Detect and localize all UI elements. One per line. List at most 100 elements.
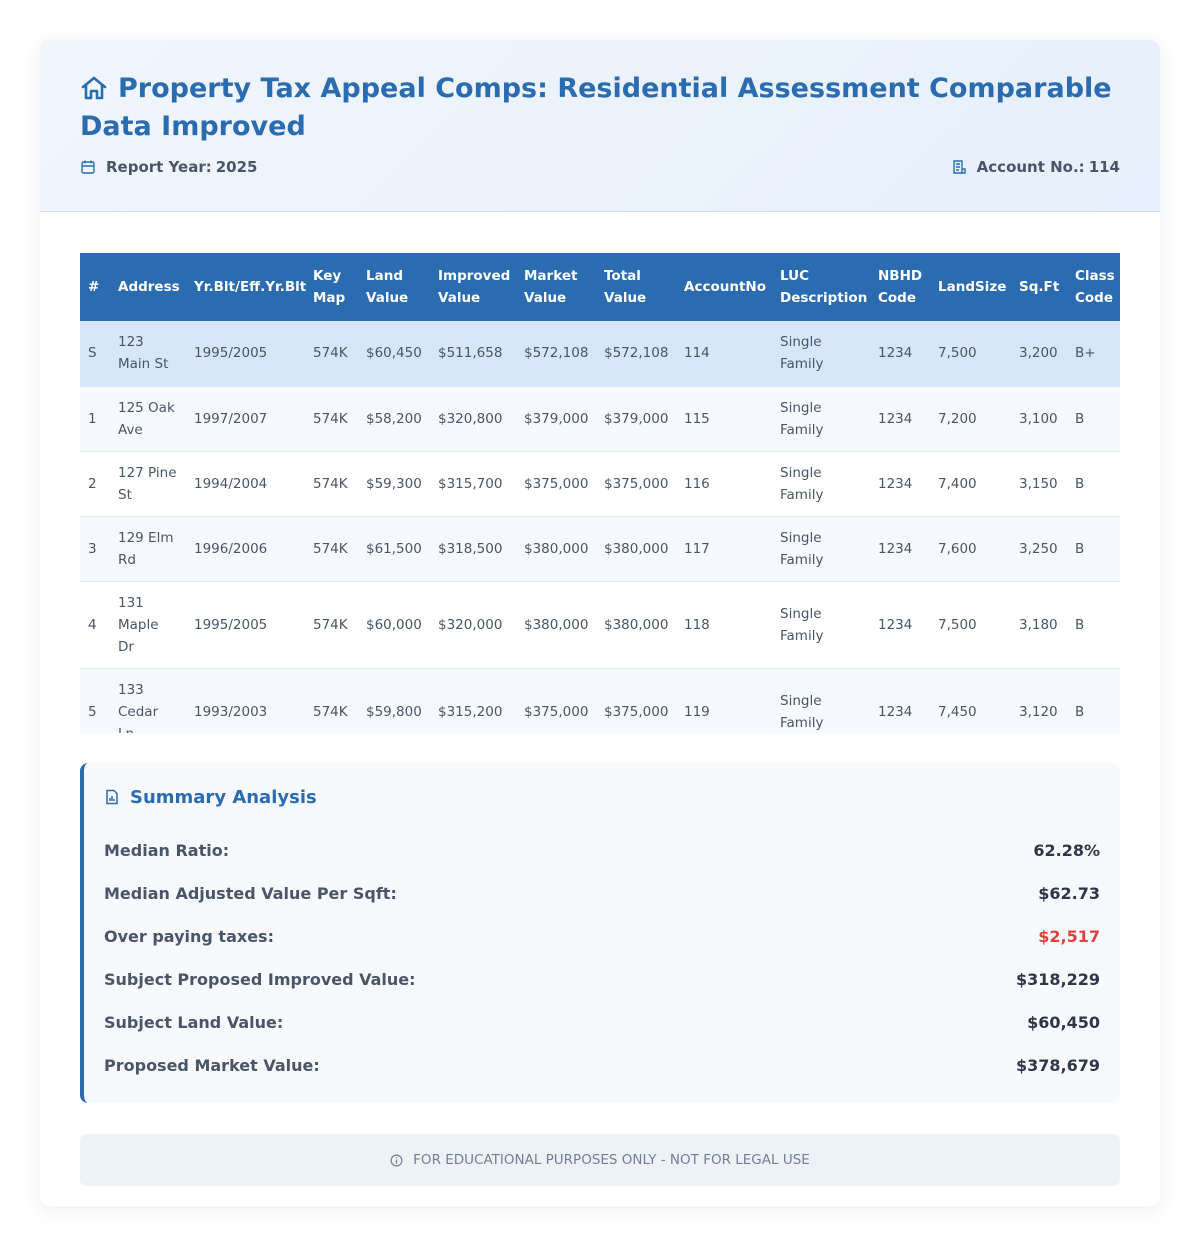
document-icon bbox=[952, 160, 966, 174]
summary-value: $378,679 bbox=[1015, 1056, 1100, 1075]
summary-row: Subject Proposed Improved Value: $318,229 bbox=[104, 958, 1100, 1001]
summary-label: Proposed Market Value: bbox=[104, 1056, 320, 1075]
table-cell: 114 bbox=[676, 321, 772, 387]
table-cell: 1993/2003 bbox=[186, 668, 305, 733]
table-cell: $59,300 bbox=[358, 451, 430, 517]
table-cell: $511,658 bbox=[430, 321, 516, 387]
table-cell: B bbox=[1067, 451, 1120, 517]
table-cell: 1997/2007 bbox=[186, 386, 305, 452]
table-cell: 1234 bbox=[870, 581, 930, 669]
summary-value: $60,450 bbox=[1027, 1013, 1100, 1032]
table-cell: 1234 bbox=[870, 321, 930, 387]
table-cell: 3,150 bbox=[1011, 451, 1067, 517]
table-cell: 2 bbox=[80, 451, 110, 517]
table-cell: 115 bbox=[676, 386, 772, 452]
table-cell: 7,500 bbox=[930, 581, 1011, 669]
report-year-value: 2025 bbox=[215, 158, 258, 176]
table-cell: 1994/2004 bbox=[186, 451, 305, 517]
column-header: LandSize bbox=[930, 253, 1011, 321]
table-cell: Single Family bbox=[772, 451, 870, 517]
table-cell: 7,450 bbox=[930, 668, 1011, 733]
column-header: Land Value bbox=[358, 253, 430, 321]
table-cell: $380,000 bbox=[596, 516, 676, 582]
table-cell: $375,000 bbox=[596, 668, 676, 733]
summary-value: $318,229 bbox=[1015, 970, 1100, 989]
table-cell: $572,108 bbox=[516, 321, 596, 387]
table-cell: 574K bbox=[305, 451, 358, 517]
table-cell: 1996/2006 bbox=[186, 516, 305, 582]
summary-row: Over paying taxes: $2,517 bbox=[104, 915, 1100, 958]
table-cell: $380,000 bbox=[516, 516, 596, 582]
summary-row: Proposed Market Value: $378,679 bbox=[104, 1044, 1100, 1087]
column-header: AccountNo bbox=[676, 253, 772, 321]
table-cell: $379,000 bbox=[516, 386, 596, 452]
table-row: 1 125 Oak Ave 1997/2007 574K $58,200 $320,800… bbox=[80, 386, 1120, 452]
table-cell: 3,180 bbox=[1011, 581, 1067, 669]
table-cell: $315,200 bbox=[430, 668, 516, 733]
report-year-label: Report Year: bbox=[106, 158, 212, 176]
info-icon bbox=[390, 1154, 403, 1166]
table-cell: 5 bbox=[80, 668, 110, 733]
summary-label: Subject Land Value: bbox=[104, 1013, 284, 1032]
table-cell: $61,500 bbox=[358, 516, 430, 582]
table-cell: 119 bbox=[676, 668, 772, 733]
table-cell: $318,500 bbox=[430, 516, 516, 582]
table-cell: B+ bbox=[1067, 321, 1120, 387]
column-header: LUC Description bbox=[772, 253, 870, 321]
table-body: S 123 Main St 1995/2005 574K $60,450 $511,658… bbox=[80, 321, 1120, 733]
summary-label: Over paying taxes: bbox=[104, 927, 274, 946]
table-cell: $60,000 bbox=[358, 581, 430, 669]
home-icon bbox=[81, 76, 107, 100]
summary-row: Median Adjusted Value Per Sqft: $62.73 bbox=[104, 872, 1100, 915]
column-header: NBHD Code bbox=[870, 253, 930, 321]
table-cell: 574K bbox=[305, 386, 358, 452]
summary-value: 62.28% bbox=[1033, 841, 1100, 860]
table-cell: 1234 bbox=[870, 386, 930, 452]
table-cell: $320,000 bbox=[430, 581, 516, 669]
column-header: Market Value bbox=[516, 253, 596, 321]
table-cell: S bbox=[80, 321, 110, 387]
table-cell: $572,108 bbox=[596, 321, 676, 387]
table-cell: Single Family bbox=[772, 581, 870, 669]
summary-value: $2,517 bbox=[1038, 927, 1100, 946]
table-cell: 574K bbox=[305, 321, 358, 387]
column-header: Improved Value bbox=[430, 253, 516, 321]
table-cell: 1234 bbox=[870, 668, 930, 733]
column-header: Address bbox=[110, 253, 186, 321]
table-cell: $375,000 bbox=[596, 451, 676, 517]
footer-note: FOR EDUCATIONAL PURPOSES ONLY - NOT FOR … bbox=[413, 1152, 810, 1168]
table-cell: B bbox=[1067, 581, 1120, 669]
table-cell: B bbox=[1067, 668, 1120, 733]
summary-row: Median Ratio: 62.28% bbox=[104, 829, 1100, 872]
table-cell: 127 Pine St bbox=[110, 451, 186, 517]
summary-label: Median Ratio: bbox=[104, 841, 230, 860]
table-cell: 1 bbox=[80, 386, 110, 452]
column-header: Yr.Blt/Eff.Yr.Blt bbox=[186, 253, 306, 321]
account-value: 114 bbox=[1088, 158, 1120, 176]
table-cell: 118 bbox=[676, 581, 772, 669]
table-cell: $375,000 bbox=[516, 451, 596, 517]
table-cell: $315,700 bbox=[430, 451, 516, 517]
table-cell: 3 bbox=[80, 516, 110, 582]
table-cell: 1995/2005 bbox=[186, 581, 305, 669]
table-cell: 125 Oak Ave bbox=[110, 386, 186, 452]
table-cell: 1234 bbox=[870, 451, 930, 517]
table-cell: $379,000 bbox=[596, 386, 676, 452]
table-cell: 7,200 bbox=[930, 386, 1011, 452]
table-cell: B bbox=[1067, 386, 1120, 452]
summary-label: Subject Proposed Improved Value: bbox=[104, 970, 416, 989]
summary-title: Summary Analysis bbox=[130, 786, 317, 808]
table-row: 4 131 Maple Dr 1995/2005 574K $60,000 $320,00… bbox=[80, 581, 1120, 669]
summary-value: $62.73 bbox=[1038, 884, 1100, 903]
table-scroll[interactable]: # Address Yr.Blt/Eff.Yr.Blt Key Map Land Val… bbox=[80, 253, 1120, 733]
table-row: 2 127 Pine St 1994/2004 574K $59,300 $315,700… bbox=[80, 451, 1120, 517]
table-cell: Single Family bbox=[772, 668, 870, 733]
table-cell: Single Family bbox=[772, 386, 870, 452]
chart-icon bbox=[106, 789, 118, 805]
table-cell: $380,000 bbox=[516, 581, 596, 669]
table-cell: 4 bbox=[80, 581, 110, 669]
table-cell: B bbox=[1067, 516, 1120, 582]
table-cell: $380,000 bbox=[596, 581, 676, 669]
account-label: Account No.: bbox=[976, 158, 1085, 176]
